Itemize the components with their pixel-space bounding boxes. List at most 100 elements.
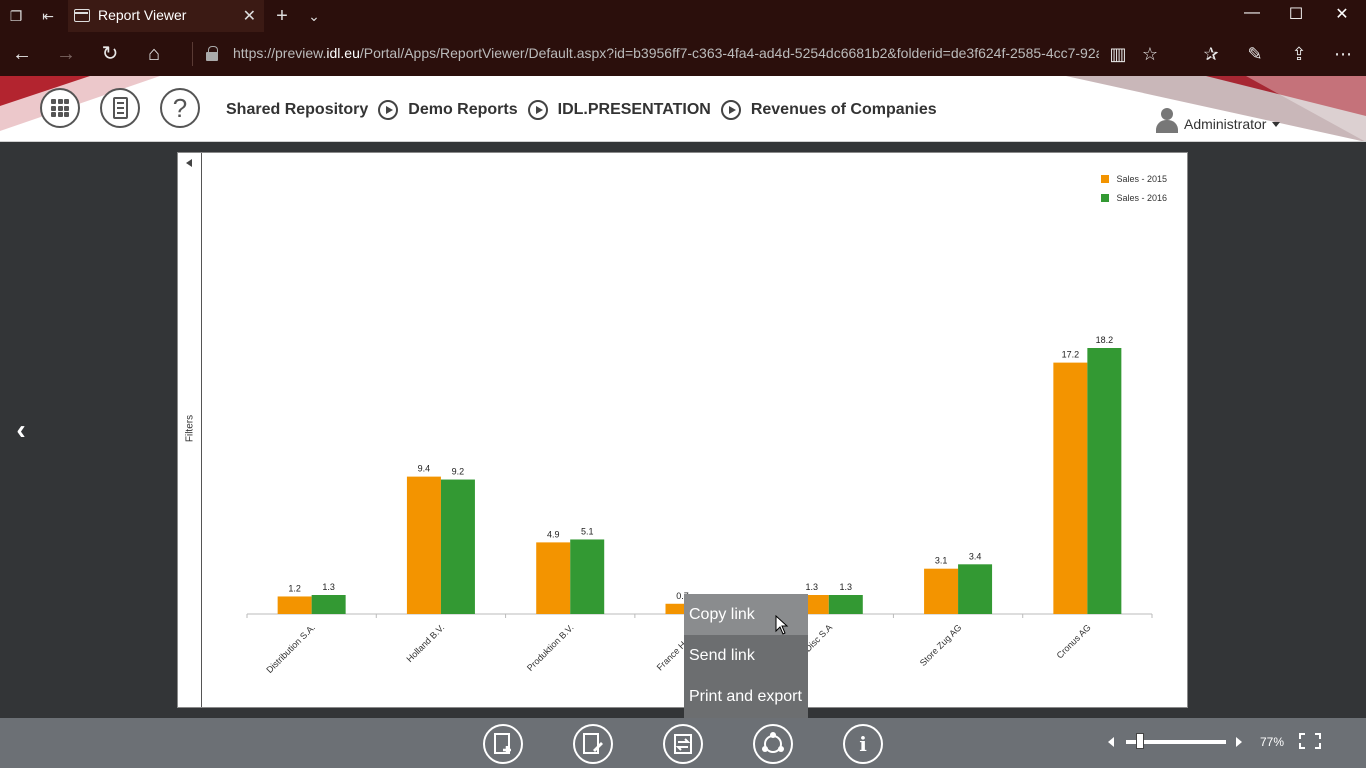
breadcrumb: Shared Repository Demo Reports IDL.PRESE… bbox=[226, 100, 937, 120]
legend-label-2015: Sales - 2015 bbox=[1116, 173, 1167, 184]
header-decoration bbox=[1206, 76, 1366, 116]
breadcrumb-idl-presentation[interactable]: IDL.PRESENTATION bbox=[557, 101, 711, 118]
url-host: idl.eu bbox=[326, 45, 360, 61]
caret-down-icon bbox=[1272, 122, 1280, 127]
breadcrumb-shared-repository[interactable]: Shared Repository bbox=[226, 101, 369, 118]
tab-list-chevron-icon[interactable]: ⌄ bbox=[308, 8, 320, 24]
share-icon[interactable]: ⇪ bbox=[1291, 44, 1307, 64]
grid-icon bbox=[51, 99, 69, 117]
legend-swatch-2016 bbox=[1101, 193, 1110, 202]
info-button[interactable]: i bbox=[843, 724, 883, 764]
question-mark-icon: ? bbox=[172, 93, 188, 123]
app-header: ? Shared Repository Demo Reports IDL.PRE… bbox=[0, 76, 1366, 142]
fullscreen-icon[interactable] bbox=[1299, 733, 1321, 749]
data-label: 9.4 bbox=[418, 464, 431, 474]
breadcrumb-arrow-icon bbox=[720, 100, 741, 120]
bar-2016[interactable] bbox=[570, 539, 605, 614]
home-icon[interactable]: ⌂ bbox=[147, 43, 161, 65]
breadcrumb-demo-reports[interactable]: Demo Reports bbox=[408, 101, 518, 118]
chevron-left-icon[interactable]: ‹ bbox=[16, 414, 26, 445]
page-icon bbox=[74, 9, 90, 22]
breadcrumb-arrow-icon bbox=[378, 100, 399, 120]
zoom-slider-thumb[interactable] bbox=[1136, 733, 1144, 749]
pen-icon[interactable]: ✎ bbox=[1247, 44, 1263, 64]
data-label: 5.1 bbox=[581, 526, 594, 536]
url-path: /Portal/Apps/ReportViewer/Default.aspx?i… bbox=[359, 45, 1099, 61]
filters-label: Filters bbox=[184, 414, 196, 443]
back-arrow-icon[interactable]: ← bbox=[12, 43, 32, 65]
data-label: 18.2 bbox=[1096, 335, 1114, 345]
bar-2015[interactable] bbox=[665, 603, 700, 614]
maximize-icon[interactable]: ☐ bbox=[1288, 6, 1304, 23]
toolbar-separator bbox=[192, 42, 193, 66]
document-list-icon bbox=[113, 97, 128, 119]
more-icon[interactable]: ⋯ bbox=[1334, 44, 1352, 64]
zoom-slider-track[interactable] bbox=[1126, 740, 1226, 744]
bar-2016[interactable] bbox=[828, 595, 863, 614]
close-tab-icon[interactable]: ✕ bbox=[242, 8, 256, 25]
zoom-out-arrow-icon[interactable] bbox=[1108, 737, 1114, 747]
bar-2015[interactable] bbox=[277, 596, 312, 614]
url-prefix: https://preview. bbox=[233, 45, 327, 61]
report-canvas: Filters 1.2 1.3 Distribution S.A. 9.4 9.2 Hol… bbox=[177, 152, 1188, 708]
info-icon: i bbox=[859, 732, 867, 756]
data-label: 1.3 bbox=[806, 582, 819, 592]
reports-list-button[interactable] bbox=[100, 88, 140, 128]
forward-arrow-icon[interactable]: → bbox=[56, 43, 76, 65]
help-button[interactable]: ? bbox=[160, 88, 200, 128]
url-field[interactable]: https://preview.idl.eu/Portal/Apps/Repor… bbox=[233, 45, 1099, 61]
reading-view-icon[interactable]: ▥ bbox=[1109, 44, 1127, 64]
category-label: Holland B.V. bbox=[404, 622, 446, 664]
bar-2015[interactable] bbox=[536, 542, 571, 614]
legend-swatch-2015 bbox=[1101, 174, 1110, 183]
data-label: 17.2 bbox=[1062, 350, 1080, 360]
bar-2015[interactable] bbox=[406, 476, 441, 614]
bar-2016[interactable] bbox=[311, 595, 346, 614]
tab-manager-icon[interactable]: ❐ bbox=[9, 8, 23, 24]
bottom-toolbar: i 77% bbox=[0, 718, 1366, 768]
bar-2016[interactable] bbox=[1087, 348, 1122, 614]
user-name: Administrator bbox=[1184, 116, 1267, 132]
category-label: Produktion B.V. bbox=[525, 622, 576, 673]
collapse-arrow-icon[interactable] bbox=[186, 159, 192, 167]
print-export-menu-item[interactable]: Print and export bbox=[689, 688, 802, 706]
header-decoration bbox=[1246, 76, 1366, 141]
zoom-in-arrow-icon[interactable] bbox=[1236, 737, 1242, 747]
set-aside-tabs-icon[interactable]: ⇤ bbox=[42, 8, 54, 24]
edit-report-button[interactable] bbox=[573, 724, 613, 764]
share-context-menu: Copy link Send link Print and export bbox=[684, 594, 808, 718]
favorite-star-icon[interactable]: ☆ bbox=[1141, 44, 1159, 64]
send-link-menu-item[interactable]: Send link bbox=[689, 646, 755, 664]
refresh-report-icon bbox=[674, 734, 692, 754]
data-label: 9.2 bbox=[452, 467, 465, 477]
revenue-bar-chart: 1.2 1.3 Distribution S.A. 9.4 9.2 Holland B.V… bbox=[246, 335, 1153, 675]
filters-panel[interactable]: Filters bbox=[178, 153, 202, 707]
data-label: 4.9 bbox=[547, 529, 560, 539]
share-button[interactable] bbox=[753, 724, 793, 764]
browser-tab[interactable]: Report Viewer ✕ bbox=[68, 0, 264, 32]
bar-2015[interactable] bbox=[924, 568, 959, 614]
lock-icon[interactable] bbox=[206, 46, 218, 61]
category-label: Store Zug AG bbox=[918, 622, 964, 668]
close-window-icon[interactable]: ✕ bbox=[1335, 6, 1349, 23]
copy-link-menu-item[interactable]: Copy link bbox=[684, 594, 808, 636]
chart-legend: Sales - 2015 Sales - 2016 bbox=[1101, 169, 1167, 207]
refresh-report-button[interactable] bbox=[663, 724, 703, 764]
bar-2015[interactable] bbox=[1053, 362, 1088, 614]
bar-2016[interactable] bbox=[440, 479, 475, 614]
favorites-hub-icon[interactable]: ✰ bbox=[1203, 44, 1219, 64]
new-tab-icon[interactable]: + bbox=[276, 5, 288, 27]
apps-grid-button[interactable] bbox=[40, 88, 80, 128]
bar-2016[interactable] bbox=[958, 564, 993, 614]
minimize-icon[interactable]: — bbox=[1244, 4, 1260, 21]
data-label: 1.3 bbox=[840, 582, 853, 592]
category-label: Cronus AG bbox=[1055, 622, 1093, 660]
legend-item-2015: Sales - 2015 bbox=[1101, 169, 1167, 188]
breadcrumb-arrow-icon bbox=[527, 100, 548, 120]
tab-title: Report Viewer bbox=[98, 7, 187, 23]
refresh-icon[interactable]: ↻ bbox=[101, 43, 119, 65]
legend-item-2016: Sales - 2016 bbox=[1101, 188, 1167, 207]
data-label: 3.1 bbox=[935, 556, 948, 566]
new-report-button[interactable] bbox=[483, 724, 523, 764]
data-label: 1.2 bbox=[288, 583, 301, 593]
